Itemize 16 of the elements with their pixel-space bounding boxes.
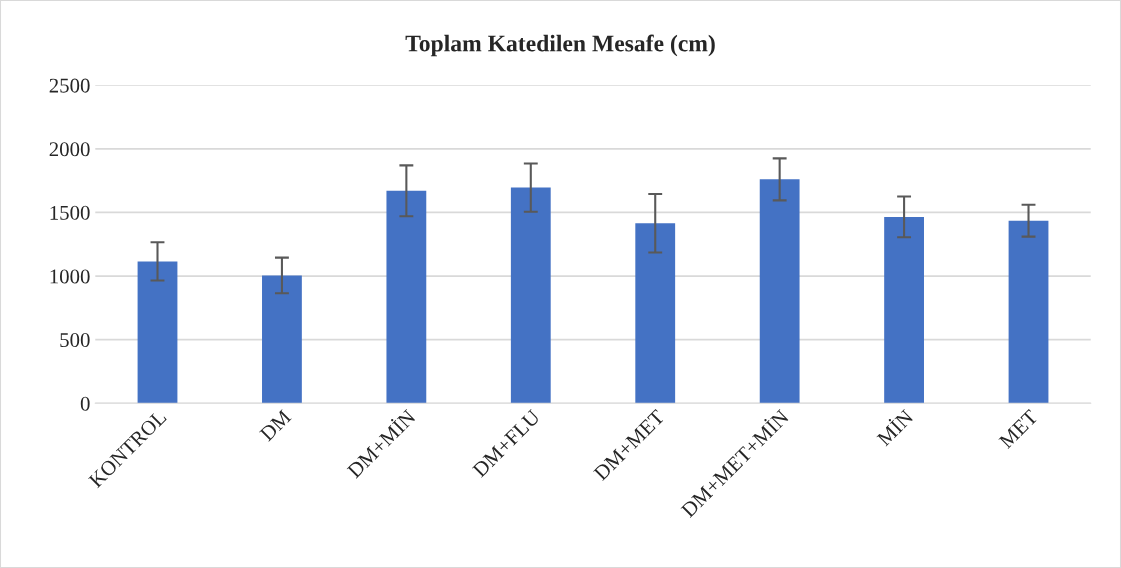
y-tick-label: 500 bbox=[60, 333, 90, 348]
bar bbox=[510, 187, 551, 404]
bar bbox=[635, 223, 676, 404]
bar bbox=[884, 216, 924, 404]
bar bbox=[386, 190, 427, 404]
y-tick-label: 2000 bbox=[49, 142, 90, 157]
bar bbox=[1008, 220, 1049, 404]
chart-title: Toplam Katedilen Mesafe (cm) bbox=[405, 34, 715, 57]
y-tick-label: 0 bbox=[80, 396, 90, 411]
bar bbox=[137, 261, 178, 404]
bar bbox=[262, 275, 302, 404]
x-tick-label: DM bbox=[259, 409, 292, 442]
bar bbox=[759, 179, 800, 404]
y-tick-label: 1500 bbox=[50, 205, 90, 220]
y-tick-label: 1000 bbox=[50, 269, 90, 284]
y-tick-label: 2500 bbox=[49, 78, 90, 93]
